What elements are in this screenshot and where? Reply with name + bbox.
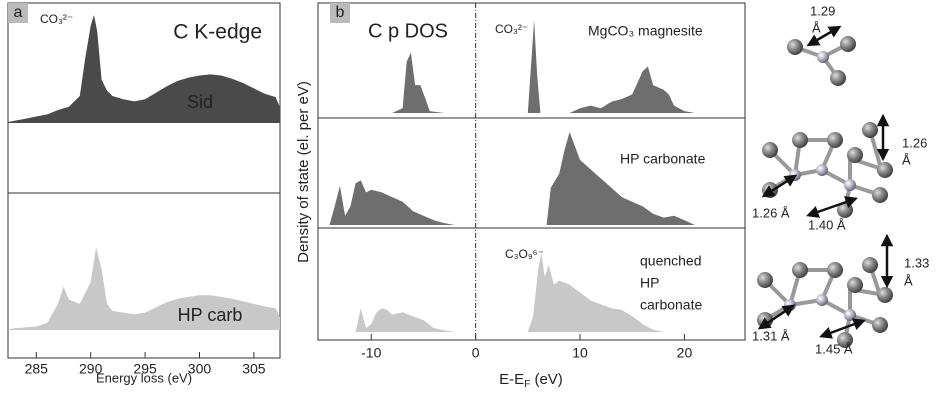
x-tick-label: 0 [472,345,480,361]
bond-length-label: Å [904,273,913,288]
y-axis-title: Density of state (el. per eV) [295,81,312,263]
atom [872,317,888,333]
bond-length-label: 1.33 [904,255,929,270]
series-label: HP [640,275,659,291]
bond-length-label: 1.26 [902,135,927,150]
x-axis-title: E-EF (eV) [499,371,563,390]
annotation: CO₃²⁻ [40,12,73,26]
panel-letter: a [14,4,23,21]
atom [847,277,863,293]
bond-length-label: 1.31 Å [752,328,790,343]
bond-length-label: 1.45 Å [815,341,853,356]
atom [827,132,843,148]
atom [877,287,893,303]
atom [827,262,843,278]
atom [816,294,828,306]
series-label: HP carbonate [620,151,706,167]
panel-title: C p DOS [368,20,448,42]
atom [792,132,808,148]
x-axis-title-part: E-E [499,371,524,388]
series-label: carbonate [640,297,702,313]
x-tick-label: -10 [361,345,381,361]
panel-letter: b [336,4,345,21]
annotation: CO₃²⁻ [495,22,528,36]
x-tick-label: 20 [677,345,693,361]
bond-length-label: 1.40 Å [808,217,846,232]
structures: 1.29 Å 1.26 Å 1.26 Å 1.40 Å 1.33 Å 1.31 Å 1.45 Å [752,3,929,356]
x-tick-label: 305 [242,361,266,377]
x-axis-title: Energy loss (eV) [96,370,192,385]
bond-length-label: Å [812,20,821,35]
atom [762,142,778,158]
atom [844,179,856,191]
bond-length-label: 1.26 Å [752,205,790,220]
x-tick-label: 10 [572,345,588,361]
panel-frame [318,3,745,340]
annotation: C₃O₉⁶⁻ [505,247,544,261]
figure: 1.29Å1.26Å1.26 Å1.40 Å1.33Å1.31 Å1.45 Å … [0,0,943,390]
x-axis-title-part: (eV) [530,371,563,388]
atom [830,70,846,86]
bond-length-label: 1.29 [810,3,835,18]
atom [757,272,773,288]
atom [840,36,856,52]
atom [816,164,828,176]
series-label: HP carb [178,305,243,325]
series-label: MgCO₃ magnesite [588,23,703,39]
series-label: Sid [187,92,213,112]
atom [877,162,893,178]
atom [844,309,856,321]
x-tick-label: 285 [25,361,49,377]
panel-title: C K-edge [173,21,262,44]
series-label: quenched [640,253,702,269]
atom [792,262,808,278]
bond-length-label: Å [902,152,911,167]
atom [862,122,878,138]
atom [847,147,863,163]
atom [817,51,829,63]
atom [872,187,888,203]
atom [787,39,803,55]
atom [762,182,778,198]
atom [862,257,878,273]
